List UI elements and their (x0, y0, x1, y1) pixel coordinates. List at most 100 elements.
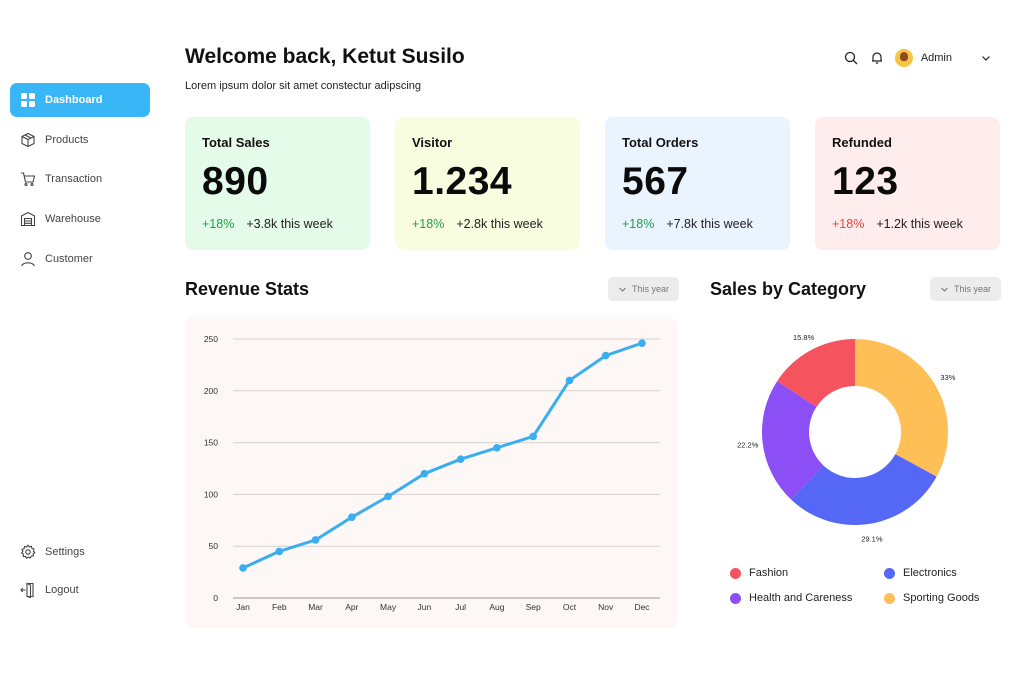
sidebar-item-label: Transaction (45, 173, 103, 185)
legend-label: Sporting Goods (903, 592, 980, 604)
card-title: Visitor (412, 135, 453, 150)
x-tick-label: Nov (598, 602, 614, 612)
revenue-period-select[interactable]: This year (608, 277, 680, 301)
card-value: 567 (622, 160, 689, 203)
donut-slice (855, 339, 948, 477)
x-tick-label: Dec (634, 602, 650, 612)
card-note: +1.2k this week (876, 217, 963, 231)
legend-label: Electronics (903, 567, 957, 579)
y-tick-label: 250 (204, 334, 218, 344)
chevron-down-icon[interactable] (978, 50, 994, 66)
revenue-series-line (241, 341, 644, 570)
stat-card-visitor: Visitor 1.234 +18% +2.8k this week (395, 117, 580, 250)
y-tick-label: 150 (204, 438, 218, 448)
x-tick-label: May (380, 602, 397, 612)
chevron-down-icon (940, 285, 949, 294)
revenue-stats-title: Revenue Stats (185, 279, 310, 299)
y-tick-label: 200 (204, 386, 218, 396)
sidebar-item-label: Customer (45, 253, 93, 265)
sidebar-item-customer[interactable]: Customer (10, 242, 150, 276)
legend-swatch (884, 592, 895, 604)
header-actions: Admin (843, 47, 994, 69)
legend-swatch (884, 567, 895, 579)
card-percent: +18% (622, 217, 655, 231)
data-point (275, 547, 284, 556)
cart-icon (20, 171, 36, 187)
sidebar-item-products[interactable]: Products (10, 123, 150, 157)
sidebar-item-label: Logout (45, 584, 79, 596)
sales-category-donut: 33% 29.1% 22.2% 15.8% (737, 333, 956, 544)
page-title: Welcome back, Ketut Susilo (185, 45, 465, 68)
revenue-chart-panel: 0 50 100 150 200 250 Jan Feb Mar Apr May Jun Jul Aug S… (185, 317, 677, 628)
category-period-select[interactable]: This year (930, 277, 1002, 301)
data-point (529, 432, 537, 441)
sidebar-item-label: Products (45, 134, 89, 146)
avatar[interactable] (894, 49, 913, 67)
sidebar-item-logout[interactable]: Logout (10, 573, 150, 607)
donut-slice (777, 339, 855, 407)
card-note: +3.8k this week (246, 217, 333, 231)
sidebar-item-label: Warehouse (45, 213, 101, 225)
select-value: This year (632, 284, 670, 294)
sidebar-item-settings[interactable]: Settings (10, 535, 150, 569)
logout-icon (20, 582, 36, 598)
sidebar-item-label: Dashboard (45, 94, 103, 106)
warehouse-icon (20, 211, 36, 227)
data-point (493, 443, 501, 452)
user-name[interactable]: Admin (920, 52, 952, 64)
revenue-line-chart: 0 50 100 150 200 250 Jan Feb Mar Apr May Jun Jul Aug S… (204, 334, 660, 612)
y-tick-label: 50 (209, 541, 219, 551)
card-value: 1.234 (412, 160, 513, 203)
card-value: 123 (832, 160, 899, 203)
card-title: Refunded (832, 135, 892, 150)
stat-card-total-sales: Total Sales 890 +18% +3.8k this week (185, 117, 370, 250)
card-note: +7.8k this week (666, 217, 753, 231)
data-point (456, 455, 465, 463)
slice-label: 33% (940, 373, 955, 382)
y-tick-label: 0 (213, 593, 218, 603)
search-icon[interactable] (843, 50, 859, 66)
x-tick-label: Jul (455, 602, 466, 612)
bell-icon[interactable] (869, 50, 885, 66)
card-percent: +18% (202, 217, 235, 231)
legend-label: Fashion (749, 567, 789, 579)
slice-label: 22.2% (737, 441, 759, 450)
sidebar-item-dashboard[interactable]: Dashboard (10, 83, 150, 117)
grid-icon (20, 92, 36, 108)
card-percent: +18% (412, 217, 445, 231)
legend-item-health: Health and Careness (730, 592, 852, 604)
data-point (311, 536, 320, 544)
data-point (601, 351, 610, 360)
x-tick-label: Feb (272, 602, 287, 612)
slice-label: 15.8% (793, 333, 815, 342)
legend-item-fashion: Fashion (730, 567, 788, 579)
sidebar-item-label: Settings (45, 546, 85, 558)
x-tick-label: Sep (526, 602, 541, 612)
stat-card-refunded: Refunded 123 +18% +1.2k this week (815, 117, 1000, 250)
x-tick-label: Apr (345, 602, 358, 612)
sidebar: Dashboard Products Transaction Warehouse… (0, 0, 160, 683)
card-note: +2.8k this week (456, 217, 543, 231)
sidebar-item-warehouse[interactable]: Warehouse (10, 202, 150, 236)
card-value: 890 (202, 160, 269, 203)
sales-category-title: Sales by Category (710, 279, 867, 299)
box-icon (20, 132, 36, 148)
data-point (348, 513, 356, 521)
data-point (565, 376, 574, 385)
stat-card-total-orders: Total Orders 567 +18% +7.8k this week (605, 117, 790, 250)
slice-label: 29.1% (861, 535, 883, 544)
legend-label: Health and Careness (749, 592, 853, 604)
sidebar-item-transaction[interactable]: Transaction (10, 162, 150, 196)
data-point (384, 492, 392, 501)
donut-slice (791, 454, 937, 525)
select-value: This year (954, 284, 992, 294)
legend-swatch (730, 567, 741, 579)
card-title: Total Sales (202, 135, 270, 150)
data-point (420, 469, 429, 478)
x-tick-label: Mar (308, 602, 323, 612)
page-subtitle: Lorem ipsum dolor sit amet constectur ad… (185, 80, 421, 92)
chevron-down-icon (618, 285, 627, 294)
x-tick-label: Jan (236, 602, 250, 612)
x-tick-label: Aug (489, 602, 504, 612)
x-tick-label: Oct (563, 602, 577, 612)
